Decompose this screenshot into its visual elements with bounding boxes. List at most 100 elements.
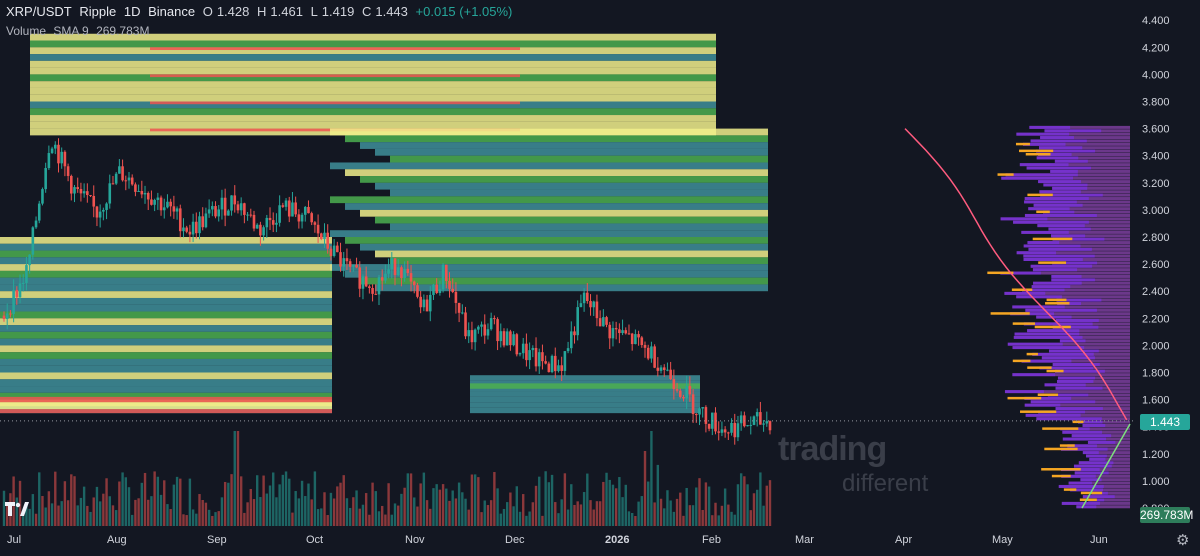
- volume-bar: [659, 498, 663, 526]
- profile-bar: [1036, 156, 1130, 160]
- volume-bar: [380, 505, 384, 526]
- volume-bar: [28, 508, 31, 526]
- volume-bar: [586, 473, 589, 526]
- volume-bar: [86, 505, 89, 526]
- volume-bar: [76, 505, 79, 526]
- candle-body: [755, 412, 759, 417]
- low-label: L: [310, 4, 318, 19]
- candle-body: [102, 209, 105, 212]
- volume-bar: [762, 505, 765, 526]
- volume-bar: [15, 497, 19, 526]
- candle-body: [586, 292, 589, 302]
- volume-bar: [223, 481, 227, 526]
- candle-body: [380, 277, 384, 281]
- candle-body: [608, 324, 612, 339]
- candle-body: [765, 421, 769, 424]
- candle-body: [416, 285, 419, 297]
- volume-bar: [95, 486, 99, 526]
- candle-body: [387, 269, 390, 274]
- candle-body: [246, 214, 249, 216]
- volume-bar: [134, 499, 137, 526]
- heatmap-row: [0, 379, 332, 387]
- profile-bar: [1032, 268, 1130, 272]
- heatmap-row: [330, 128, 768, 136]
- candle-body: [470, 330, 474, 343]
- volume-bar: [278, 484, 281, 526]
- volume-bar: [233, 431, 236, 526]
- profile-bar: [1000, 271, 1130, 275]
- volume-bar: [560, 499, 563, 526]
- volume-bar: [288, 478, 291, 526]
- candle-body: [521, 343, 525, 354]
- profile-bar-inner: [1036, 156, 1079, 160]
- volume-bar: [493, 472, 496, 526]
- volume-bar: [723, 488, 727, 526]
- tradingview-logo-icon[interactable]: [4, 500, 30, 520]
- profile-orange-bar: [990, 312, 1030, 315]
- volume-bar: [175, 476, 179, 526]
- symbol-name[interactable]: XRP/USDT: [6, 4, 72, 19]
- profile-bar-inner: [1038, 180, 1082, 184]
- close-value: 1.443: [375, 4, 408, 19]
- volume-bar: [682, 515, 685, 526]
- candle-body: [557, 365, 560, 372]
- heatmap-hot-row: [150, 74, 520, 78]
- profile-bar-inner: [1012, 305, 1065, 309]
- volume-bar: [470, 474, 474, 526]
- volume-bar: [355, 490, 358, 526]
- high-label: H: [257, 4, 267, 19]
- heatmap-row: [0, 402, 332, 410]
- candle-body: [73, 187, 76, 194]
- volume-bar: [108, 496, 111, 526]
- candle-body: [332, 245, 336, 256]
- profile-bar: [1038, 180, 1130, 184]
- candle-body: [79, 189, 83, 194]
- heatmap-row: [330, 162, 768, 170]
- volume-bar: [733, 514, 736, 526]
- symbol-legend[interactable]: XRP/USDT Ripple 1D Binance O 1.428 H 1.461…: [6, 4, 516, 19]
- volume-legend[interactable]: Volume SMA 9 269.783M: [6, 24, 153, 38]
- profile-bar-inner: [1074, 471, 1109, 475]
- candle-body: [544, 361, 547, 364]
- volume-bar: [579, 504, 583, 526]
- profile-bar: [1040, 136, 1130, 140]
- candle-body: [483, 324, 487, 336]
- symbol-description: Ripple: [79, 4, 117, 19]
- candle-body: [698, 408, 701, 415]
- volume-bar: [461, 492, 464, 526]
- candle-body: [89, 195, 92, 197]
- heatmap-row: [360, 142, 768, 149]
- heatmap-row: [0, 338, 332, 346]
- price-axis-label: 3.000: [1142, 205, 1170, 217]
- candle-body: [70, 175, 73, 194]
- volume-bar: [220, 497, 224, 526]
- profile-bar: [1016, 132, 1130, 136]
- heatmap-row: [0, 284, 332, 292]
- profile-bar-inner: [1052, 325, 1099, 329]
- heatmap-row: [390, 155, 768, 163]
- profile-bar-inner: [1024, 213, 1097, 217]
- interval-label[interactable]: 1D: [123, 4, 141, 19]
- candle-body: [403, 268, 406, 278]
- volume-bar: [121, 472, 124, 526]
- candle-body: [464, 312, 467, 337]
- profile-bar-inner: [1062, 437, 1107, 441]
- gear-icon[interactable]: ⚙: [1176, 532, 1190, 549]
- candle-body: [348, 261, 352, 267]
- profile-bar-inner: [1048, 227, 1091, 231]
- profile-bar-inner: [1048, 349, 1099, 353]
- volume-bar: [326, 515, 329, 526]
- profile-bar-inner: [1039, 366, 1094, 370]
- volume-bar: [291, 512, 294, 526]
- volume-bar: [618, 477, 621, 526]
- volume-bar: [207, 509, 211, 526]
- profile-bar-inner: [1027, 241, 1060, 245]
- volume-bar: [150, 496, 153, 526]
- volume-bar: [275, 497, 278, 526]
- volume-bar: [179, 478, 182, 526]
- volume-bar: [637, 501, 640, 526]
- profile-curve-lower: [1081, 423, 1131, 509]
- volume-bar: [425, 500, 429, 526]
